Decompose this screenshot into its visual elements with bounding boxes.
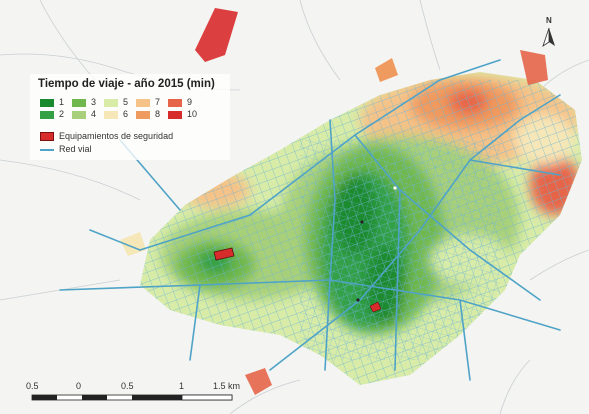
north-arrow-icon <box>542 27 555 47</box>
legend-roads-label: Red vial <box>59 144 92 154</box>
scale-label: 0 <box>76 381 82 391</box>
legend-swatch-5 <box>104 99 118 107</box>
legend-security-swatch <box>40 132 54 141</box>
legend-roads-swatch <box>40 149 54 151</box>
scale-label: 0.5 <box>26 381 39 391</box>
scale-label: 1.5 km <box>213 381 241 391</box>
legend-swatch-1 <box>40 99 54 107</box>
peripheral-zones <box>120 8 548 395</box>
scale-bar <box>31 394 233 401</box>
legend-class-label: 10 <box>187 109 198 119</box>
legend-swatch-6 <box>104 111 118 119</box>
legend-class-label: 4 <box>91 109 97 119</box>
legend-class-label: 5 <box>123 97 129 107</box>
legend-swatch-7 <box>136 99 150 107</box>
legend-security-label: Equipamientos de seguridad <box>59 131 174 141</box>
legend-swatch-8 <box>136 111 150 119</box>
legend-swatch-9 <box>168 99 182 107</box>
legend-swatch-3 <box>72 99 86 107</box>
legend-class-label: 3 <box>91 97 97 107</box>
map-legend <box>30 74 230 160</box>
security-facilities <box>213 186 397 313</box>
legend-swatch-4 <box>72 111 86 119</box>
north-label: N <box>546 16 552 25</box>
legend-class-label: 6 <box>123 109 129 119</box>
legend-title: Tiempo de viaje - año 2015 (min) <box>38 78 215 90</box>
legend-class-label: 8 <box>155 109 161 119</box>
legend-class-label: 7 <box>155 97 161 107</box>
scale-label: 1 <box>179 381 185 391</box>
legend-class-label: 2 <box>59 109 65 119</box>
scale-label: 0.5 <box>121 381 134 391</box>
legend-class-label: 1 <box>59 97 65 107</box>
legend-class-label: 9 <box>187 97 193 107</box>
legend-swatch-10 <box>168 111 182 119</box>
legend-swatch-2 <box>40 111 54 119</box>
